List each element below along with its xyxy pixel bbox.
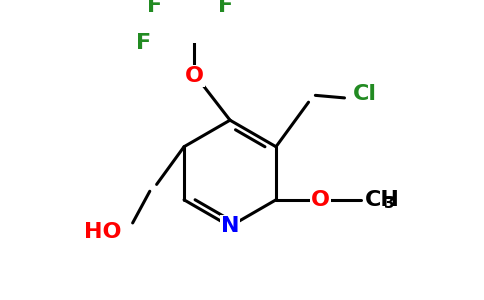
Text: Cl: Cl <box>353 84 377 103</box>
Text: F: F <box>147 0 162 16</box>
Text: N: N <box>221 216 239 236</box>
Text: F: F <box>218 0 233 16</box>
Text: O: O <box>184 66 204 86</box>
Text: F: F <box>136 33 151 53</box>
Text: CH: CH <box>365 190 400 210</box>
Text: 3: 3 <box>384 196 394 211</box>
Text: HO: HO <box>84 222 121 242</box>
Text: O: O <box>311 190 330 210</box>
